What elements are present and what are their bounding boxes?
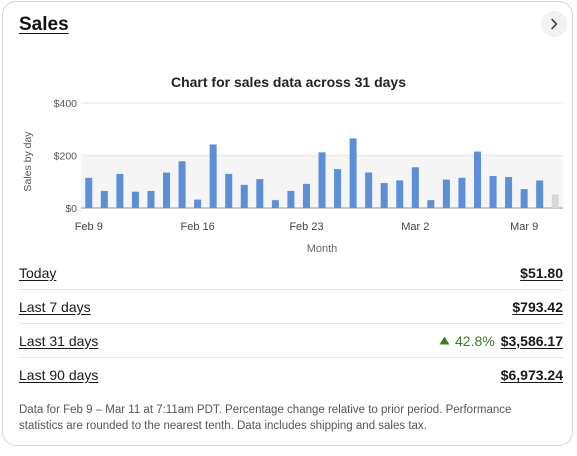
percent-change-value: 42.8% [455,332,495,349]
x-tick-label: Feb 23 [289,221,323,233]
x-tick-label: Mar 2 [401,221,429,233]
row-label-last-31-days[interactable]: Last 31 days [19,332,99,349]
row-label-last-90-days[interactable]: Last 90 days [19,367,99,383]
bar-mar-7 [489,175,497,208]
bar-feb-18 [225,173,233,208]
percent-change: 42.8% [439,333,495,349]
expand-button[interactable] [541,11,567,37]
bar-feb-20 [256,179,264,208]
bar-mar-11 [551,194,559,208]
summary-row-last-7-days: Last 7 days $793.42 [19,290,563,324]
bar-mar-10 [536,180,544,208]
y-tick-label: $200 [54,151,78,163]
triangle-up-icon [439,336,450,345]
bar-feb-16 [194,199,202,208]
bar-feb-14 [163,172,171,208]
bar-feb-24 [318,152,326,208]
chevron-right-icon [551,18,558,30]
row-value-last-90-days[interactable]: $6,973.24 [500,367,563,383]
bar-mar-3 [427,200,435,208]
y-tick-label: $0 [65,203,77,215]
x-axis-label: Month [307,243,338,255]
bar-mar-6 [473,151,481,208]
x-tick-label: Mar 9 [510,221,538,233]
bar-feb-26 [349,138,357,208]
summary-row-today: Today $51.80 [19,256,563,290]
bar-feb-19 [240,184,248,208]
summary-row-last-31-days: Last 31 days 42.8% $3,586.17 [19,324,563,358]
row-value-last-31-days[interactable]: $3,586.17 [500,332,563,349]
bar-feb-21 [271,200,279,208]
bar-mar-4 [442,179,450,208]
x-tick-label: Feb 16 [180,221,214,233]
bar-feb-25 [334,169,342,208]
bar-mar-8 [505,177,513,208]
bar-mar-5 [458,177,466,208]
sales-card: Sales Chart for sales data across 31 day… [2,1,573,446]
bar-feb-13 [147,190,155,208]
chart-svg: $0 $200 $400 Feb 9 Feb 16 Feb 23 Mar 2 Mar 9 Mon… [22,98,563,255]
bar-feb-28 [380,183,388,208]
bar-feb-15 [178,161,186,208]
y-axis-label: Sales by day [22,131,34,192]
bar-feb-23 [302,183,310,208]
row-value-last-7-days[interactable]: $793.42 [512,298,563,315]
summary-row-last-90-days: Last 90 days $6,973.24 [19,358,563,392]
sales-chart: Chart for sales data across 31 days $0 $2… [3,62,574,262]
bar-mar-9 [520,189,528,208]
chart-title: Chart for sales data across 31 days [170,74,406,90]
bar-feb-27 [365,172,373,208]
summary-list: Today $51.80 Last 7 days $793.42 Last 31… [19,256,563,392]
row-label-today[interactable]: Today [19,264,57,281]
bar-feb-12 [131,191,139,208]
y-tick-label: $400 [54,98,78,110]
bar-feb-22 [287,190,295,208]
footnote: Data for Feb 9 – Mar 11 at 7:11am PDT. P… [19,404,512,432]
x-tick-label: Feb 9 [75,221,103,233]
bar-feb-10 [100,190,108,208]
bar-mar-2 [411,167,419,208]
card-title[interactable]: Sales [19,14,69,35]
bar-mar-1 [396,180,404,208]
bar-feb-9 [85,177,93,208]
row-label-last-7-days[interactable]: Last 7 days [19,298,91,315]
bar-feb-11 [116,173,124,208]
bar-feb-17 [209,144,217,208]
row-value-today[interactable]: $51.80 [520,264,563,281]
